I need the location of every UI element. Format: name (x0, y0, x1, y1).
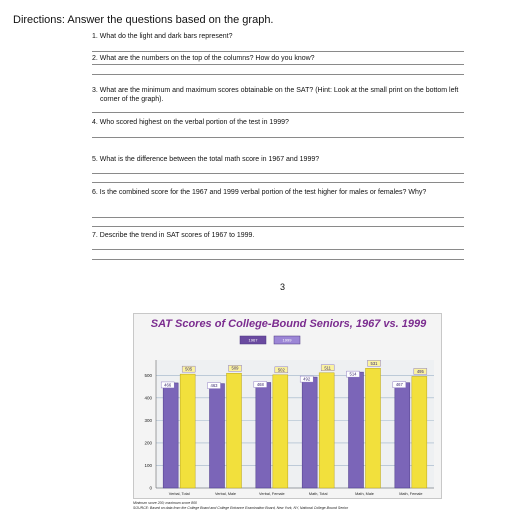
question-3: 3. What are the minimum and maximum scor… (92, 87, 459, 103)
answer-line (92, 112, 464, 113)
answer-line (92, 259, 464, 260)
bar-1999 (365, 368, 381, 489)
legend-label: 1967 (249, 338, 259, 343)
plot-area (156, 360, 434, 488)
data-label-box (367, 360, 381, 367)
data-label-box (392, 381, 407, 388)
bar-1967 (162, 382, 179, 489)
data-label: 505 (185, 367, 193, 372)
legend-swatch (273, 335, 301, 345)
directions-text: Directions: Answer the questions based o… (13, 14, 274, 26)
data-label-box (181, 365, 196, 373)
data-label: 531 (371, 361, 379, 366)
data-label: 511 (324, 365, 331, 370)
data-label-box (413, 368, 428, 375)
bar-1999 (318, 372, 335, 489)
data-label-box (299, 375, 314, 383)
x-tick-label: Verbal, Total (169, 492, 190, 496)
y-tick-label: 200 (144, 440, 152, 445)
chart-note-minmax: Minimum score 200; maximum score 800 (133, 501, 197, 505)
data-label: 466 (164, 382, 172, 387)
x-tick-label: Verbal, Female (259, 492, 285, 496)
data-label: 502 (278, 367, 286, 372)
answer-line (92, 74, 464, 75)
bar-1967 (255, 382, 272, 489)
question-5: 5. What is the difference between the to… (92, 156, 320, 163)
bar-1967 (348, 371, 364, 489)
x-tick-label: Math, Female (399, 492, 422, 496)
data-label: 463 (211, 383, 219, 388)
data-label: 509 (232, 366, 240, 371)
bar-1999 (179, 373, 196, 489)
data-label-box (320, 364, 335, 371)
data-label-box (253, 381, 268, 388)
chart-notes: Minimum score 200; maximum score 800 SOU… (133, 501, 442, 510)
answer-line (92, 182, 464, 183)
question-4: 4. Who scored highest on the verbal port… (92, 119, 289, 126)
legend-label: 1999 (283, 338, 293, 343)
bar-1967 (394, 382, 411, 489)
x-tick-label: Math, Total (309, 492, 328, 496)
bar-1999 (272, 374, 289, 489)
data-label: 467 (396, 382, 404, 387)
bar-1967 (301, 376, 318, 489)
y-tick-label: 500 (144, 373, 152, 378)
y-tick-label: 300 (144, 418, 152, 423)
data-label-box (160, 381, 175, 389)
answer-line (92, 51, 464, 52)
data-label-box (228, 365, 242, 372)
y-tick-label: 0 (149, 486, 152, 491)
question-7: 7. Describe the trend in SAT scores of 1… (92, 232, 255, 239)
answer-line (92, 217, 464, 218)
data-label: 495 (417, 369, 425, 374)
answer-line (92, 137, 464, 138)
data-label-box (207, 382, 221, 389)
data-label: 492 (303, 377, 311, 382)
x-tick-label: Verbal, Male (215, 492, 236, 496)
page-number: 3 (280, 282, 286, 292)
bar-1999 (411, 376, 428, 489)
y-tick-label: 400 (144, 395, 152, 400)
bar-1999 (226, 372, 242, 489)
sat-chart: SAT Scores of College-Bound Seniors, 196… (133, 313, 442, 511)
question-1: 1. What do the light and dark bars repre… (92, 33, 233, 40)
answer-line (92, 226, 464, 227)
y-tick-label: 100 (144, 463, 152, 468)
data-label: 468 (257, 382, 265, 387)
chart-plot: 0 100 200 300 400 500 1967 1999 466 505 Verbal, To… (144, 335, 434, 496)
question-6: 6. Is the combined score for the 1967 an… (92, 189, 427, 196)
x-tick-label: Math, Male (355, 492, 374, 496)
data-label-box (346, 370, 360, 378)
chart-frame: SAT Scores of College-Bound Seniors, 196… (133, 313, 442, 499)
legend-swatch (239, 335, 267, 345)
answer-line (92, 249, 464, 250)
chart-title: SAT Scores of College-Bound Seniors, 196… (150, 318, 427, 330)
data-label: 514 (350, 372, 358, 377)
answer-line (92, 64, 464, 65)
data-label-box (274, 366, 289, 374)
question-2: 2. What are the numbers on the top of th… (92, 55, 315, 62)
answer-line (92, 173, 464, 174)
chart-note-source: SOURCE: Based on data from the College B… (133, 505, 348, 510)
bar-1967 (209, 383, 225, 489)
